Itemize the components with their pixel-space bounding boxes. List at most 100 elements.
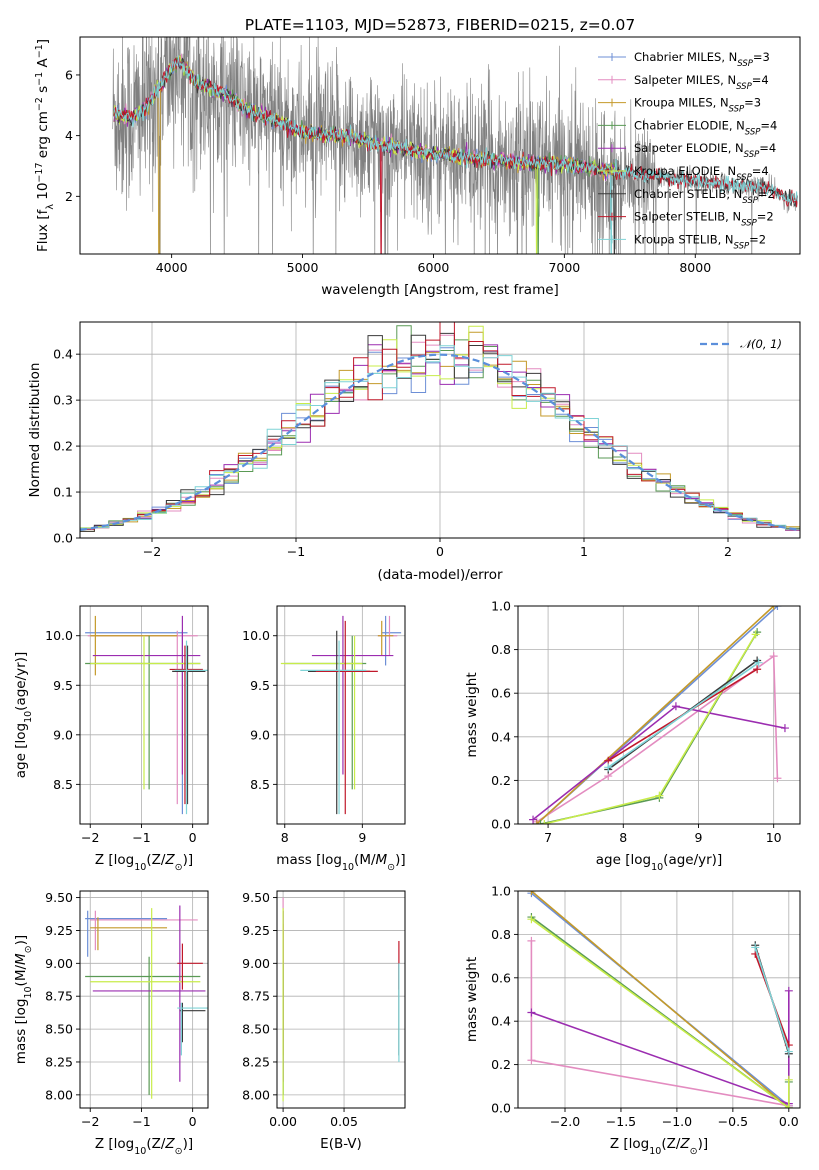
y-tick-label: 0.0 (53, 531, 73, 546)
label-part: 10 (342, 862, 354, 873)
mass-vs-extinction-panel: 0.00 0.05 8.00 8.25 8.50 8.75 9.00 9.25 9.50 E(B-… (242, 890, 406, 1152)
spectrum-x-axis-label: wavelength [Angstrom, rest frame] (321, 282, 559, 298)
series-point-marker (751, 943, 760, 952)
legend-label: Salpeter MILES, NSSP=4 (634, 73, 769, 92)
y-tick-label: 8.25 (45, 1054, 73, 1069)
y-tick-label: 0.4 (491, 729, 511, 744)
series-line-2 (536, 606, 775, 824)
legend-sub: SSP (736, 173, 752, 183)
age-vs-Z-y-axis-label: age [log10(age/yr)] (13, 652, 34, 778)
label-part: Z (164, 852, 175, 868)
series-point-marker (753, 665, 762, 674)
label-part: mass weight (464, 957, 480, 1042)
histogram-step-5 (80, 325, 800, 529)
y-tick-label: 8.75 (242, 989, 270, 1004)
label-part: 10 (23, 986, 34, 998)
legend-label: Chabrier STELIB, NSSP=2 (634, 187, 775, 206)
legend-text: Chabrier STELIB, N (634, 187, 742, 201)
x-tick-label: −1 (132, 830, 150, 845)
y-tick-label: 0.8 (491, 642, 511, 657)
y-tick-label: 10.0 (242, 628, 270, 643)
legend-label: Kroupa MILES, NSSP=3 (634, 96, 761, 115)
x-tick-label: 0.0 (779, 1114, 799, 1129)
legend-value: =2 (757, 210, 774, 224)
label-part: −1 (34, 72, 45, 86)
y-tick-label: 9.5 (53, 678, 73, 693)
label-part: log (321, 852, 342, 868)
series-point-marker (540, 820, 549, 824)
x-tick-label: −1 (132, 1114, 150, 1129)
x-tick-label: 0 (436, 544, 444, 559)
legend-sub: SSP (745, 127, 761, 137)
mass-vs-metallicity-panel: −2 −1 08.008.258.508.759.009.259.50Z [log1… (13, 890, 209, 1157)
x-tick-label: 8 (281, 830, 289, 845)
series-line-5 (544, 633, 757, 824)
y-tick-label: 0.2 (491, 1057, 511, 1072)
label-part: log (114, 852, 135, 868)
series-point-marker (780, 724, 789, 733)
legend-sub: SSP (742, 196, 758, 206)
x-tick-label: 0 (189, 1114, 197, 1129)
label-part: 10 (35, 183, 51, 204)
y-tick-label: 4 (65, 128, 73, 143)
label-part: M (376, 852, 388, 868)
y-tick-label: 0.8 (491, 927, 511, 942)
x-tick-label: −2 (81, 1114, 99, 1129)
legend-value: =3 (753, 50, 770, 64)
label-part: ⊙ (387, 862, 395, 873)
label-part: log (630, 852, 651, 868)
y-tick-label: 9.50 (45, 890, 73, 905)
age-vs-Z-x-axis-label: Z [log10(Z/Z⊙)] (95, 852, 193, 873)
legend-text: Salpeter ELODIE, N (634, 141, 744, 155)
label-part: )] (183, 852, 194, 868)
label-part: 10 (651, 862, 663, 873)
x-tick-label: 7000 (548, 260, 580, 275)
series-point-marker (529, 815, 538, 824)
series-line-4 (531, 990, 790, 1105)
legend-label: Chabrier MILES, NSSP=3 (634, 50, 770, 69)
label-part: mass weight (464, 672, 480, 757)
label-part: Z (679, 1136, 690, 1152)
age-vs-mass-panel: 8 9 8.5 9.0 9.5 10.0 mass [log10(M/M⊙)] (242, 605, 406, 873)
x-tick-label: −1.0 (662, 1114, 692, 1129)
legend-label: Chabrier ELODIE, NSSP=4 (634, 118, 777, 137)
legend-label: Kroupa ELODIE, NSSP=4 (634, 164, 769, 183)
legend-sub: SSP (736, 82, 752, 92)
series-point-marker (773, 774, 782, 783)
y-tick-label: 8.50 (45, 1022, 73, 1037)
y-tick-label: 1.0 (491, 599, 511, 614)
label-part: (Z/ (146, 1136, 166, 1152)
y-tick-label: 0.2 (491, 773, 511, 788)
plot-area (280, 615, 402, 815)
x-tick-label: −0.5 (718, 1114, 748, 1129)
series-point-marker (532, 820, 541, 824)
legend-text: Chabrier MILES, N (634, 50, 737, 64)
series-point-marker (773, 606, 782, 610)
x-tick-label: 9 (695, 830, 703, 845)
label-part: )] (698, 1136, 709, 1152)
x-tick-label: 9 (358, 830, 366, 845)
axes-frame (517, 605, 801, 825)
legend-normal-label: 𝒩(0, 1) (740, 337, 782, 351)
y-tick-label: 9.00 (242, 956, 270, 971)
y-tick-label: 0.0 (491, 1101, 511, 1116)
label-part: Normed distribution (27, 363, 43, 498)
mass-vs-ebv-x-axis-label: E(B-V) (320, 1136, 362, 1152)
y-tick-label: 9.50 (242, 890, 270, 905)
x-tick-label: 0.00 (269, 1114, 297, 1129)
label-part: 10 (134, 1146, 146, 1157)
label-part: (Z/ (661, 1136, 681, 1152)
series-point-marker (769, 606, 778, 610)
series-point-marker (527, 915, 536, 924)
histogram-x-axis-label: (data-model)/error (377, 567, 503, 583)
legend-label: Salpeter STELIB, NSSP=2 (634, 210, 774, 229)
label-part: mass [ (276, 852, 321, 868)
label-part: )] (13, 935, 29, 946)
legend-text: Kroupa ELODIE, N (634, 164, 736, 178)
y-tick-label: 8.5 (53, 777, 73, 792)
label-part: log (13, 999, 29, 1020)
label-part: 10 (134, 862, 146, 873)
axes-frame (517, 890, 801, 1109)
